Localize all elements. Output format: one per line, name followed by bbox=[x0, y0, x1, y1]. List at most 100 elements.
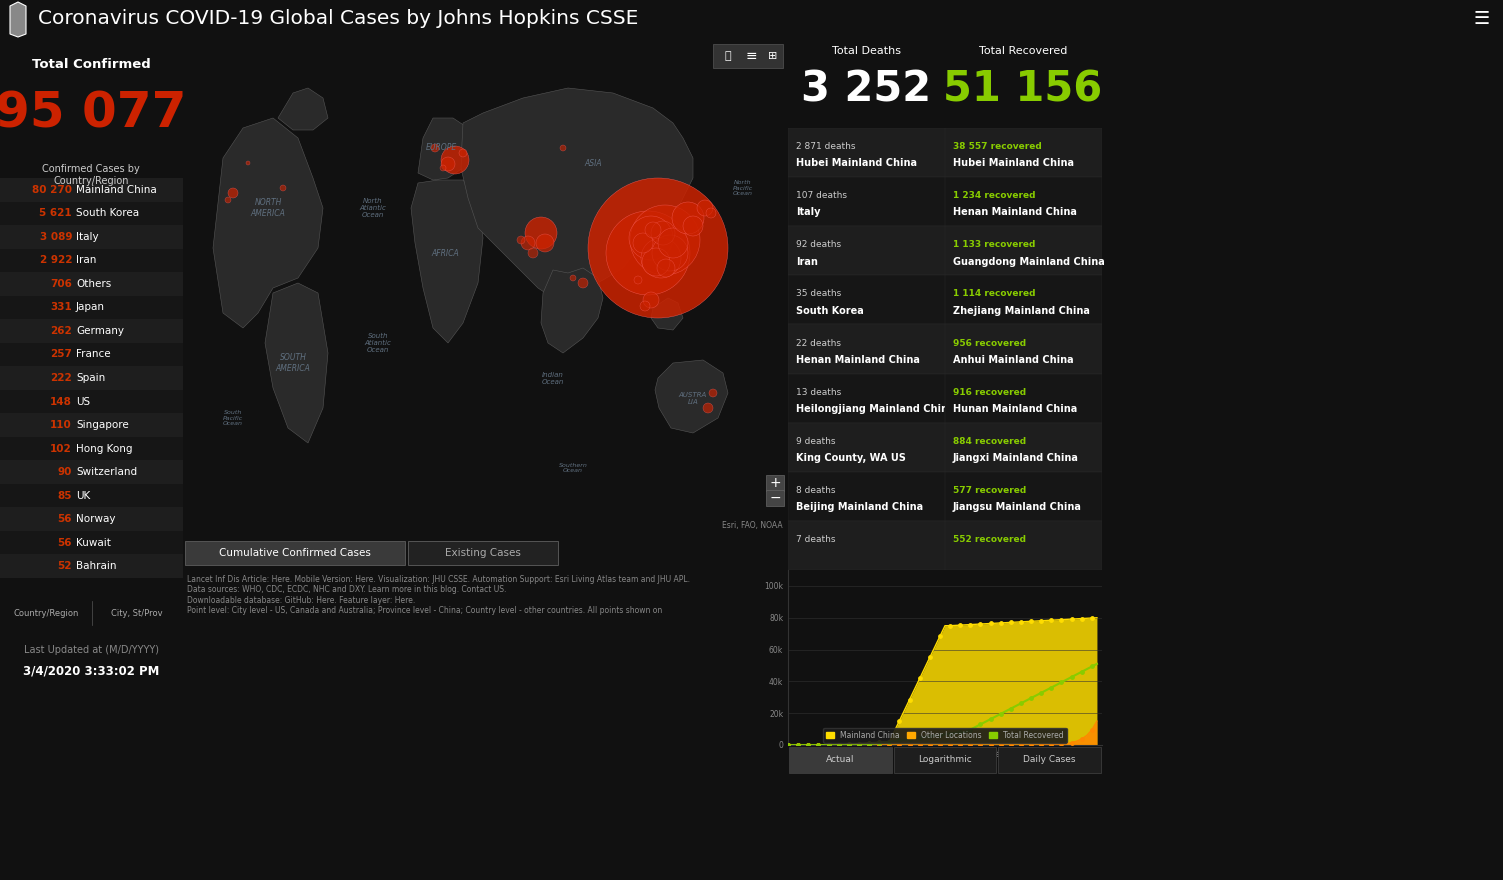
Bar bbox=[0, 436, 183, 460]
Point bbox=[897, 693, 921, 707]
Bar bbox=[945, 472, 1102, 521]
Text: 706: 706 bbox=[50, 279, 72, 289]
Point bbox=[1079, 659, 1103, 673]
Text: US: US bbox=[77, 397, 90, 407]
Bar bbox=[712, 44, 783, 68]
Circle shape bbox=[579, 278, 588, 288]
Text: 85: 85 bbox=[57, 491, 72, 501]
Point bbox=[837, 738, 861, 752]
Circle shape bbox=[522, 236, 535, 250]
Text: 52: 52 bbox=[57, 561, 72, 571]
Text: 80 270: 80 270 bbox=[32, 185, 72, 194]
Point bbox=[968, 738, 992, 752]
Text: 56: 56 bbox=[57, 514, 72, 524]
Text: 35 deaths: 35 deaths bbox=[797, 290, 842, 298]
Point bbox=[887, 738, 911, 752]
Circle shape bbox=[280, 185, 286, 191]
Text: 9 deaths: 9 deaths bbox=[797, 436, 836, 446]
Point bbox=[797, 738, 821, 752]
Text: Japan: Japan bbox=[77, 303, 105, 312]
Point bbox=[807, 738, 831, 752]
Circle shape bbox=[431, 144, 439, 152]
Circle shape bbox=[458, 149, 467, 157]
Point bbox=[959, 618, 983, 632]
Bar bbox=[945, 373, 1102, 422]
Circle shape bbox=[440, 146, 469, 174]
Point bbox=[1070, 732, 1094, 746]
Point bbox=[938, 619, 962, 633]
Bar bbox=[0, 225, 183, 248]
Circle shape bbox=[528, 248, 538, 258]
Point bbox=[978, 712, 1003, 726]
Text: Spain: Spain bbox=[77, 373, 105, 383]
Text: Norway: Norway bbox=[77, 514, 116, 524]
Point bbox=[918, 738, 942, 752]
Bar bbox=[0, 531, 183, 554]
Circle shape bbox=[525, 217, 558, 249]
Circle shape bbox=[634, 276, 642, 284]
Point bbox=[1070, 664, 1094, 678]
Circle shape bbox=[697, 200, 712, 216]
Point bbox=[897, 732, 921, 746]
Point bbox=[927, 629, 951, 643]
Polygon shape bbox=[461, 88, 693, 298]
Text: 262: 262 bbox=[50, 326, 72, 336]
Point bbox=[846, 738, 870, 752]
Point bbox=[776, 738, 800, 752]
Text: Iran: Iran bbox=[797, 257, 818, 267]
Circle shape bbox=[228, 188, 237, 198]
Text: 38 557 recovered: 38 557 recovered bbox=[953, 143, 1042, 151]
Bar bbox=[945, 325, 1102, 373]
Text: ASIA: ASIA bbox=[585, 158, 601, 167]
Bar bbox=[0, 554, 183, 578]
Point bbox=[927, 728, 951, 742]
Text: Zhejiang Mainland China: Zhejiang Mainland China bbox=[953, 305, 1090, 316]
Text: Italy: Italy bbox=[797, 208, 821, 217]
Point bbox=[978, 617, 1003, 631]
Circle shape bbox=[643, 292, 658, 308]
Point bbox=[807, 738, 831, 752]
Point bbox=[1009, 615, 1033, 629]
Point bbox=[1019, 691, 1043, 705]
Point bbox=[1049, 612, 1073, 627]
Text: 257: 257 bbox=[50, 349, 72, 359]
Point bbox=[989, 616, 1013, 630]
Point bbox=[948, 725, 972, 739]
Bar bbox=[0, 484, 183, 508]
Point bbox=[999, 701, 1024, 715]
Circle shape bbox=[628, 216, 673, 260]
Circle shape bbox=[440, 165, 446, 171]
Circle shape bbox=[703, 403, 712, 413]
Text: 2 871 deaths: 2 871 deaths bbox=[797, 143, 855, 151]
Polygon shape bbox=[265, 283, 328, 443]
Bar bbox=[788, 177, 945, 226]
Text: 13 deaths: 13 deaths bbox=[797, 388, 842, 397]
Point bbox=[1030, 686, 1054, 700]
Point bbox=[837, 738, 861, 752]
Text: 7 deaths: 7 deaths bbox=[797, 535, 836, 544]
Text: SOUTH
AMERICA: SOUTH AMERICA bbox=[275, 353, 311, 373]
Text: 2 922: 2 922 bbox=[39, 255, 72, 266]
Bar bbox=[945, 128, 1102, 177]
Text: 🔖: 🔖 bbox=[724, 51, 732, 61]
Polygon shape bbox=[655, 360, 727, 433]
Text: 22 deaths: 22 deaths bbox=[797, 339, 842, 348]
Text: France: France bbox=[77, 349, 111, 359]
Point bbox=[959, 738, 983, 752]
Text: Switzerland: Switzerland bbox=[77, 467, 137, 477]
Bar bbox=[0, 414, 183, 436]
Text: ≡: ≡ bbox=[745, 49, 758, 63]
Point bbox=[786, 738, 810, 752]
Point bbox=[816, 738, 840, 752]
Bar bbox=[788, 521, 945, 570]
Text: 331: 331 bbox=[50, 303, 72, 312]
Circle shape bbox=[588, 178, 727, 318]
Point bbox=[807, 738, 831, 752]
Polygon shape bbox=[541, 268, 603, 353]
Point bbox=[999, 615, 1024, 629]
Bar bbox=[789, 747, 891, 773]
Point bbox=[786, 738, 810, 752]
Text: Confirmed Cases by
Country/Region: Confirmed Cases by Country/Region bbox=[42, 164, 140, 186]
Bar bbox=[767, 475, 785, 491]
Point bbox=[797, 738, 821, 752]
